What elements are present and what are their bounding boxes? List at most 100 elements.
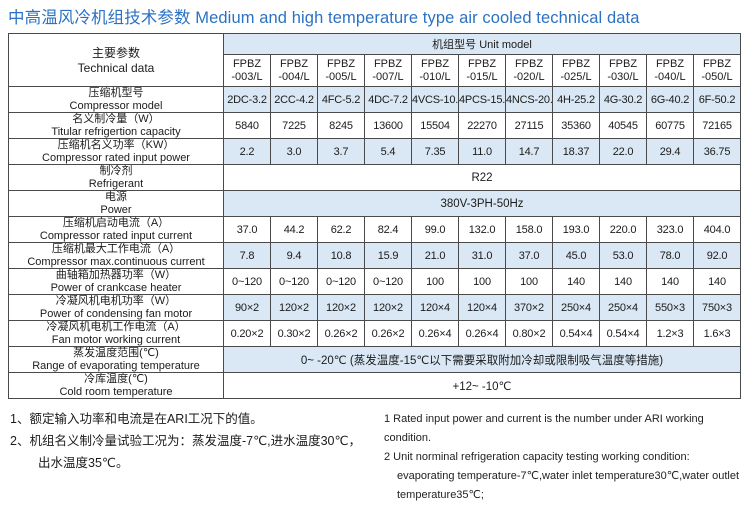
table-row: 冷凝风机电机工作电流（A） Fan motor working current 0.… [8, 320, 741, 347]
model-header-cell: FPBZ -004/L [270, 54, 318, 87]
model-variant: -040/L [654, 70, 686, 83]
value-cell: 404.0 [693, 216, 741, 243]
table-row: 压缩机名义功率（KW） Compressor rated input power 2… [8, 138, 741, 165]
value-cell: 380V-3PH-50Hz [223, 190, 741, 217]
value-cell: 18.37 [552, 138, 600, 165]
model-series: FPBZ [702, 57, 732, 70]
model-header-row: FPBZ -003/L FPBZ -004/L FPBZ -005/L FPBZ -007/L… [9, 54, 741, 87]
value-cell: 0~ -20℃ (蒸发温度-15℃以下需要采取附加冷却或限制吸气温度等措施) [223, 346, 741, 373]
model-header-cell: FPBZ -003/L [223, 54, 271, 87]
param-header-cell: 主要参数 Technical data [8, 33, 224, 87]
model-series: FPBZ [279, 57, 309, 70]
value-cell: 120×2 [270, 294, 318, 321]
value-cell: 29.4 [646, 138, 694, 165]
model-series: FPBZ [467, 57, 497, 70]
model-header-cell: FPBZ -040/L [646, 54, 694, 87]
value-cell: 250×4 [552, 294, 600, 321]
param-header-en: Technical data [77, 60, 155, 75]
page-title: 中高温风冷机组技术参数 Medium and high temperature … [8, 9, 640, 27]
table-row: 压缩机最大工作电流（A） Compressor max.continuous cu… [8, 242, 741, 269]
row-label-en: Compressor max.continuous current [27, 256, 205, 268]
value-cell: 0.26×4 [458, 320, 506, 347]
row-label-en: Compressor model [69, 100, 163, 112]
row-label-zh: 压缩机型号 [88, 87, 144, 100]
value-cell: 6G-40.2 [646, 86, 694, 113]
value-cell: 120×4 [458, 294, 506, 321]
value-cell: 4H-25.2 [552, 86, 600, 113]
row-label-zh: 名义制冷量（W） [72, 113, 160, 126]
value-cell: 250×4 [599, 294, 647, 321]
row-label-en: Titular refrigertion capacity [51, 126, 181, 138]
value-cell: 11.0 [458, 138, 506, 165]
value-cell: 140 [599, 268, 647, 295]
table-row: 制冷剂 Refrigerant R22 [8, 164, 741, 191]
value-cell: 132.0 [458, 216, 506, 243]
value-cell: 0.54×4 [552, 320, 600, 347]
value-cell: 193.0 [552, 216, 600, 243]
model-series: FPBZ [514, 57, 544, 70]
model-variant: -030/L [607, 70, 639, 83]
value-cell: 550×3 [646, 294, 694, 321]
row-label: 压缩机最大工作电流（A） Compressor max.continuous cu… [8, 242, 224, 269]
model-header-cell: FPBZ -030/L [599, 54, 647, 87]
model-variant: -004/L [278, 70, 310, 83]
model-variant: -015/L [466, 70, 498, 83]
row-label-en: Cold room temperature [59, 386, 173, 398]
value-cell: 2.2 [223, 138, 271, 165]
model-header-cell: FPBZ -015/L [458, 54, 506, 87]
row-label: 冷凝风机电机工作电流（A） Fan motor working current [8, 320, 224, 347]
row-label: 冷库温度(℃) Cold room temperature [8, 372, 224, 399]
value-cell: 370×2 [505, 294, 553, 321]
value-cell: 37.0 [505, 242, 553, 269]
row-label: 名义制冷量（W） Titular refrigertion capacity [8, 112, 224, 139]
value-cell: 44.2 [270, 216, 318, 243]
value-cell: 5840 [223, 112, 271, 139]
value-cell: 4G-30.2 [599, 86, 647, 113]
value-cell: 7225 [270, 112, 318, 139]
row-label-zh: 压缩机名义功率（KW） [57, 139, 175, 152]
table-row: 冷凝风机电机功率（W） Power of condensing fan motor… [8, 294, 741, 321]
footnote-en-2: 2 Unit norminal refrigeration capacity t… [384, 451, 690, 463]
value-cell: 78.0 [646, 242, 694, 269]
value-cell: 5.4 [364, 138, 412, 165]
value-cell: 3.0 [270, 138, 318, 165]
value-cell: 31.0 [458, 242, 506, 269]
value-cell: 4PCS-15.2 [458, 86, 506, 113]
table-row: 名义制冷量（W） Titular refrigertion capacity 584… [8, 112, 741, 139]
value-cell: 2CC-4.2 [270, 86, 318, 113]
model-variant: -003/L [231, 70, 263, 83]
table-row: 曲轴箱加热器功率（W） Power of crankcase heater 0~12… [8, 268, 741, 295]
value-cell: 120×4 [411, 294, 459, 321]
footnotes-en: 1 Rated input power and current is the n… [384, 408, 741, 505]
model-header-cell: FPBZ -050/L [693, 54, 741, 87]
row-label-zh: 压缩机最大工作电流（A） [51, 243, 181, 256]
row-label: 压缩机启动电流（A） Compressor rated input current [8, 216, 224, 243]
row-label-en: Compressor rated input power [42, 152, 190, 164]
value-cell: 62.2 [317, 216, 365, 243]
model-header-cell: FPBZ -007/L [364, 54, 412, 87]
value-cell: 0~120 [223, 268, 271, 295]
value-cell: 27115 [505, 112, 553, 139]
value-cell: 140 [693, 268, 741, 295]
row-label-en: Power of crankcase heater [50, 282, 182, 294]
value-cell: 6F-50.2 [693, 86, 741, 113]
value-cell: 10.8 [317, 242, 365, 269]
value-cell: 99.0 [411, 216, 459, 243]
row-label: 制冷剂 Refrigerant [8, 164, 224, 191]
value-cell: 13600 [364, 112, 412, 139]
row-label: 曲轴箱加热器功率（W） Power of crankcase heater [8, 268, 224, 295]
value-cell: 3.7 [317, 138, 365, 165]
model-header-cell: FPBZ -020/L [505, 54, 553, 87]
value-cell: 100 [505, 268, 553, 295]
row-label: 蒸发温度范围(℃) Range of evaporating temperatur… [8, 346, 224, 373]
value-cell: 0.54×4 [599, 320, 647, 347]
model-series: FPBZ [326, 57, 356, 70]
value-cell: 1.6×3 [693, 320, 741, 347]
value-cell: 2DC-3.2 [223, 86, 271, 113]
value-cell: 220.0 [599, 216, 647, 243]
row-label: 冷凝风机电机功率（W） Power of condensing fan motor [8, 294, 224, 321]
value-cell: 100 [411, 268, 459, 295]
row-label-en: Refrigerant [88, 178, 144, 190]
row-label-zh: 曲轴箱加热器功率（W） [55, 269, 177, 282]
value-cell: 0.26×4 [411, 320, 459, 347]
